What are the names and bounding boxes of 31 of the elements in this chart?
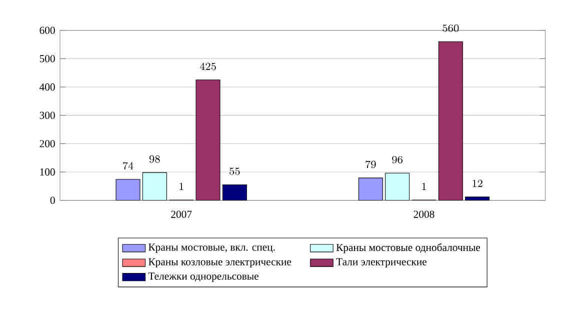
legend-label: Краны козловые электрические xyxy=(148,258,292,268)
data-label: 98 xyxy=(149,155,160,163)
legend-label: Тали электрические xyxy=(336,258,426,268)
legend-label: Краны мостовые, вкл. спец. xyxy=(148,244,275,253)
data-label: 55 xyxy=(230,168,240,175)
bar xyxy=(438,41,463,200)
data-label: 79 xyxy=(366,160,376,168)
bar xyxy=(116,179,140,200)
legend-label: Тележки однорельсовые xyxy=(148,272,258,282)
x-tick-label: 2008 xyxy=(414,210,434,218)
y-tick-label: 100 xyxy=(40,168,55,176)
y-tick-label: 200 xyxy=(40,140,55,148)
legend-label: Краны мостовые однобалочные xyxy=(336,243,480,254)
bar xyxy=(358,178,383,200)
y-tick-label: 0 xyxy=(50,196,55,204)
y-tick-label: 500 xyxy=(40,55,55,62)
data-label: 1 xyxy=(180,182,184,190)
data-label: 12 xyxy=(472,180,482,187)
y-tick-label: 600 xyxy=(40,26,55,34)
data-label: 96 xyxy=(392,156,403,164)
bar xyxy=(142,172,167,200)
data-label: 1 xyxy=(422,182,426,190)
data-label: 74 xyxy=(122,162,134,170)
y-tick-label: 400 xyxy=(40,83,55,91)
data-label: 560 xyxy=(442,24,459,32)
bar xyxy=(222,184,247,200)
x-tick-label: 2007 xyxy=(171,210,192,218)
bar xyxy=(385,172,410,200)
data-label: 425 xyxy=(200,62,216,70)
y-tick-label: 300 xyxy=(40,112,55,119)
bar xyxy=(196,80,220,200)
